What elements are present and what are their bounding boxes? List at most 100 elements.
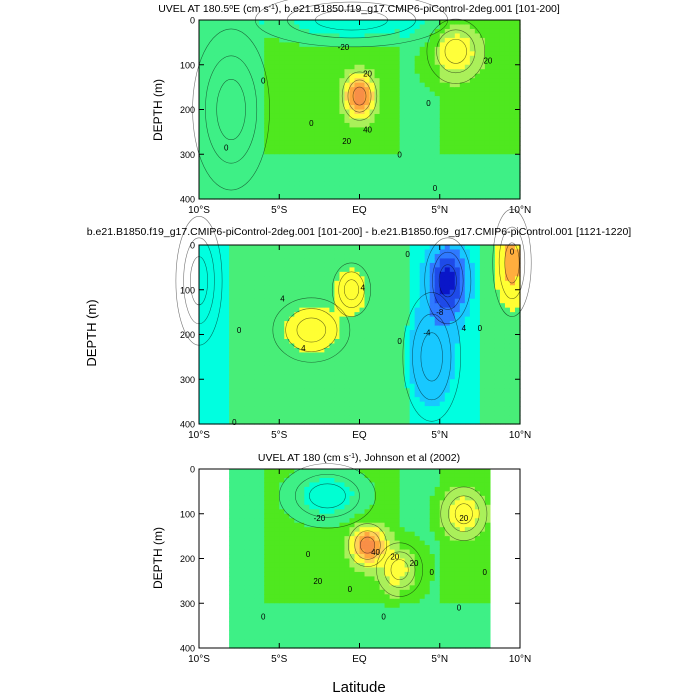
field-cell: [504, 24, 511, 30]
field-cell: [304, 82, 310, 88]
field-cell: [319, 312, 325, 318]
field-cell: [499, 55, 506, 61]
field-cell: [214, 185, 220, 191]
field-cell: [509, 140, 516, 146]
field-cell: [434, 262, 441, 268]
field-cell: [424, 303, 431, 309]
field-cell: [339, 33, 346, 39]
field-cell: [264, 406, 270, 412]
field-cell: [419, 55, 426, 61]
field-cell: [224, 46, 230, 52]
field-cell: [424, 118, 431, 124]
field-cell: [419, 194, 426, 200]
field-cell: [319, 410, 325, 416]
field-cell: [199, 28, 205, 35]
field-cell: [279, 410, 285, 416]
field-cell: [284, 176, 290, 182]
field-cell: [224, 113, 230, 120]
field-cell: [424, 87, 431, 93]
field-cell: [469, 167, 476, 173]
field-cell: [324, 131, 331, 137]
field-cell: [234, 46, 240, 52]
field-cell: [409, 370, 416, 376]
field-cell: [269, 245, 275, 251]
field-cell: [259, 51, 265, 57]
field-cell: [404, 383, 411, 389]
field-cell: [394, 271, 401, 277]
field-cell: [504, 100, 511, 106]
field-cell: [329, 136, 336, 142]
field-cell: [284, 28, 290, 35]
field-cell: [334, 406, 341, 412]
field-cell: [514, 42, 521, 48]
field-cell: [204, 392, 210, 398]
field-cell: [259, 118, 265, 124]
field-cell: [199, 361, 205, 367]
field-cell: [399, 37, 406, 43]
field-cell: [289, 321, 295, 327]
field-cell: [384, 267, 391, 273]
field-cell: [299, 73, 305, 79]
field-cell: [444, 176, 451, 182]
field-cell: [369, 190, 376, 196]
field-cell: [384, 154, 391, 160]
field-cell: [269, 334, 275, 340]
field-cell: [289, 361, 295, 367]
field-cell: [224, 194, 230, 200]
field-cell: [244, 113, 250, 120]
field-cell: [254, 415, 260, 421]
field-cell: [414, 73, 421, 79]
field-cell: [199, 190, 205, 196]
field-cell: [444, 118, 451, 124]
field-cell: [214, 271, 220, 277]
field-cell: [289, 163, 295, 169]
field-cell: [254, 343, 260, 349]
field-cell: [354, 321, 361, 327]
field-cell: [399, 181, 406, 187]
field-cell: [264, 356, 270, 362]
field-cell: [214, 78, 220, 84]
field-cell: [309, 249, 315, 255]
field-cell: [244, 245, 250, 251]
field-cell: [314, 140, 320, 146]
field-cell: [484, 194, 491, 200]
field-cell: [284, 131, 290, 137]
field-cell: [309, 96, 315, 102]
field-cell: [334, 82, 341, 88]
field-cell: [289, 253, 295, 260]
field-cell: [279, 140, 285, 146]
field-cell: [229, 167, 235, 173]
field-cell: [314, 33, 320, 39]
field-cell: [459, 194, 466, 200]
field-cell: [489, 410, 496, 416]
field-cell: [384, 361, 391, 367]
field-cell: [444, 42, 451, 48]
field-cell: [264, 365, 270, 371]
field-cell: [474, 149, 481, 155]
field-cell: [364, 307, 371, 313]
field-cell: [474, 258, 481, 264]
field-cell: [209, 109, 215, 115]
field-cell: [334, 276, 341, 282]
panel-model-ylabel: DEPTH (m): [151, 79, 165, 141]
field-cell: [214, 51, 220, 57]
field-cell: [314, 113, 320, 120]
field-cell: [474, 401, 481, 407]
field-cell: [229, 105, 235, 111]
field-cell: [399, 406, 406, 412]
field-cell: [334, 163, 341, 169]
field-cell: [344, 249, 351, 255]
field-cell: [284, 167, 290, 173]
field-cell: [259, 158, 265, 164]
field-cell: [254, 294, 260, 300]
field-cell: [229, 158, 235, 164]
field-cell: [234, 343, 240, 349]
field-cell: [264, 285, 270, 291]
field-cell: [239, 194, 245, 200]
field-cell: [329, 154, 336, 160]
field-cell: [479, 379, 486, 385]
field-cell: [454, 46, 461, 52]
field-cell: [269, 267, 275, 273]
field-cell: [494, 96, 501, 102]
field-cell: [334, 298, 341, 304]
